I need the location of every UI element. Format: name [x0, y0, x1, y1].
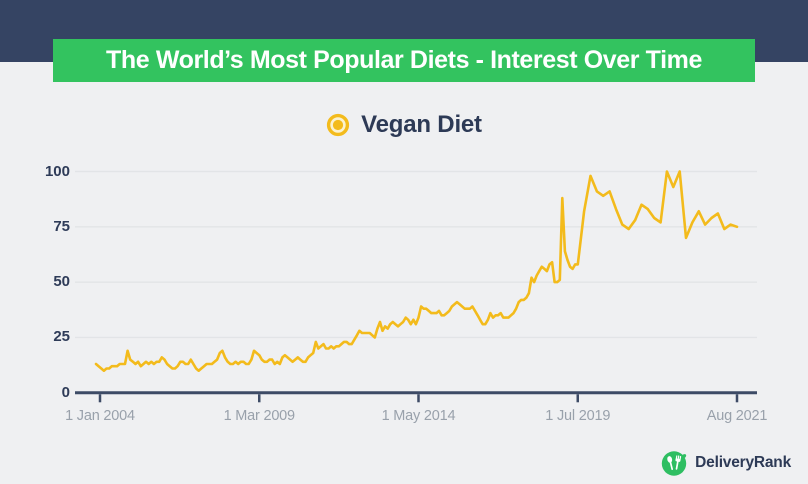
vegan-diet-trend-line — [94, 170, 739, 373]
x-axis-label: 1 May 2014 — [381, 408, 456, 424]
y-axis-label: 0 — [61, 383, 70, 401]
x-axis-label: 1 Jan 2004 — [65, 408, 135, 424]
y-axis-label: 75 — [53, 217, 70, 235]
brand-name: DeliveryRank — [695, 454, 791, 471]
legend-dot — [333, 119, 344, 131]
legend-label: Vegan Diet — [361, 111, 482, 138]
x-axis-label: Aug 2021 — [706, 408, 768, 424]
chart-legend: Vegan Diet — [0, 108, 808, 142]
cutlery-glyph — [667, 454, 682, 470]
x-axis-label: 1 Jul 2019 — [545, 408, 611, 424]
y-axis-label: 50 — [53, 273, 70, 291]
y-axis-label: 100 — [44, 162, 70, 180]
y-axis-label: 25 — [53, 328, 70, 346]
x-axis-label: 1 Mar 2009 — [223, 408, 296, 424]
logo-leaf — [680, 453, 687, 459]
page-title: The World’s Most Popular Diets - Interes… — [106, 46, 702, 74]
deliveryrank-logo-icon — [661, 450, 687, 476]
legend-bullseye-icon — [327, 113, 350, 137]
brand-footer: DeliveryRank — [661, 447, 791, 479]
title-banner: The World’s Most Popular Diets - Interes… — [53, 39, 755, 82]
